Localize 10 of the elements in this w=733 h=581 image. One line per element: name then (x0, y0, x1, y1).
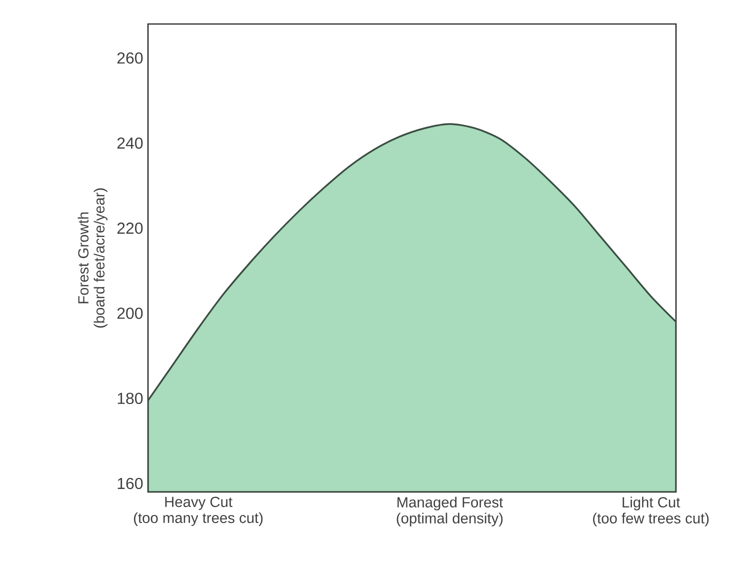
y-tick-label: 160 (118, 478, 143, 490)
x-tick-label: Light Cut (too few trees cut) (593, 496, 709, 526)
y-tick-label: 240 (117, 137, 143, 149)
x-tick-label: Managed Forest (optimal density) (396, 496, 503, 526)
y-tick-label: 220 (117, 222, 143, 234)
y-axis-title: Forest Growth (board feet/acre/year) (78, 188, 108, 328)
y-tick-label: 180 (118, 392, 143, 404)
y-tick-label: 260 (117, 52, 143, 64)
y-tick-label: 200 (117, 308, 143, 319)
x-tick-label: Heavy Cut (too many trees cut) (134, 496, 263, 526)
